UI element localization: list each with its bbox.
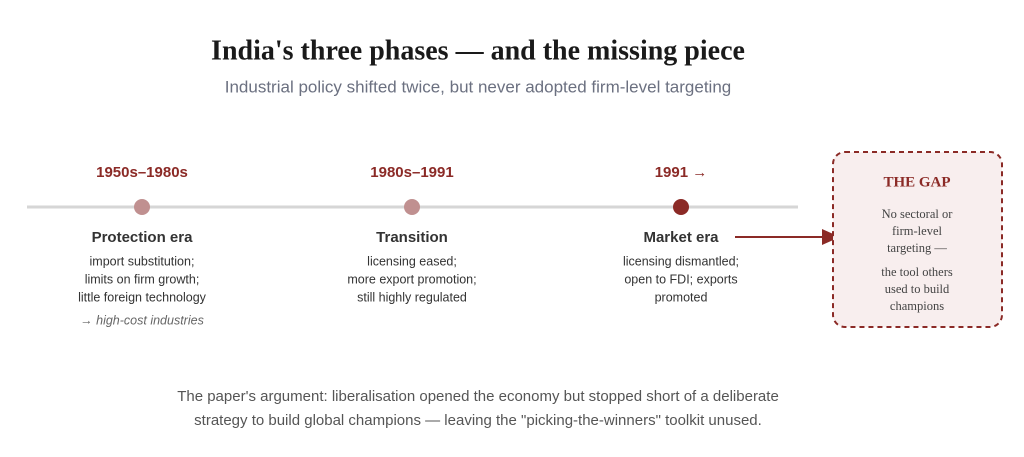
phase-line: licensing eased;	[367, 254, 457, 268]
phase-date: 1991 →	[655, 164, 708, 181]
phase-name: Protection era	[92, 229, 194, 246]
gap-line: firm-level	[892, 224, 943, 238]
footer-line: strategy to build global champions — lea…	[194, 412, 762, 429]
content: 1950s–1980s Protection era import substitu…	[78, 164, 953, 429]
phase-line: promoted	[655, 290, 708, 304]
phase-date: 1950s–1980s	[96, 164, 188, 181]
phase-line: licensing dismantled;	[623, 254, 739, 268]
phase-name: Market era	[643, 229, 719, 246]
phase-line: open to FDI; exports	[624, 272, 737, 286]
gap-title: THE GAP	[883, 174, 950, 190]
phase-dot	[134, 199, 150, 215]
gap-line: used to build	[885, 282, 950, 296]
footer-line: The paper's argument: liberalisation ope…	[177, 388, 779, 405]
phase-date: 1980s–1991	[370, 164, 453, 181]
phase-line: limits on firm growth;	[85, 272, 200, 286]
phase-line: import substitution;	[90, 254, 195, 268]
phase-line: more export promotion;	[347, 272, 476, 286]
title: India's three phases — and the missing p…	[211, 35, 745, 66]
phase-note: → high-cost industries	[80, 313, 204, 327]
phase-line: little foreign technology	[78, 290, 207, 304]
subtitle: Industrial policy shifted twice, but nev…	[225, 77, 731, 96]
phase-line: still highly regulated	[357, 290, 467, 304]
gap-line: No sectoral or	[882, 207, 954, 221]
phase-name: Transition	[376, 229, 448, 246]
gap-box	[832, 151, 1003, 328]
phase-dot	[404, 199, 420, 215]
gap-line: champions	[890, 299, 944, 313]
gap-line: the tool others	[881, 265, 953, 279]
phase-dot	[673, 199, 689, 215]
gap-line: targeting —	[887, 241, 947, 255]
